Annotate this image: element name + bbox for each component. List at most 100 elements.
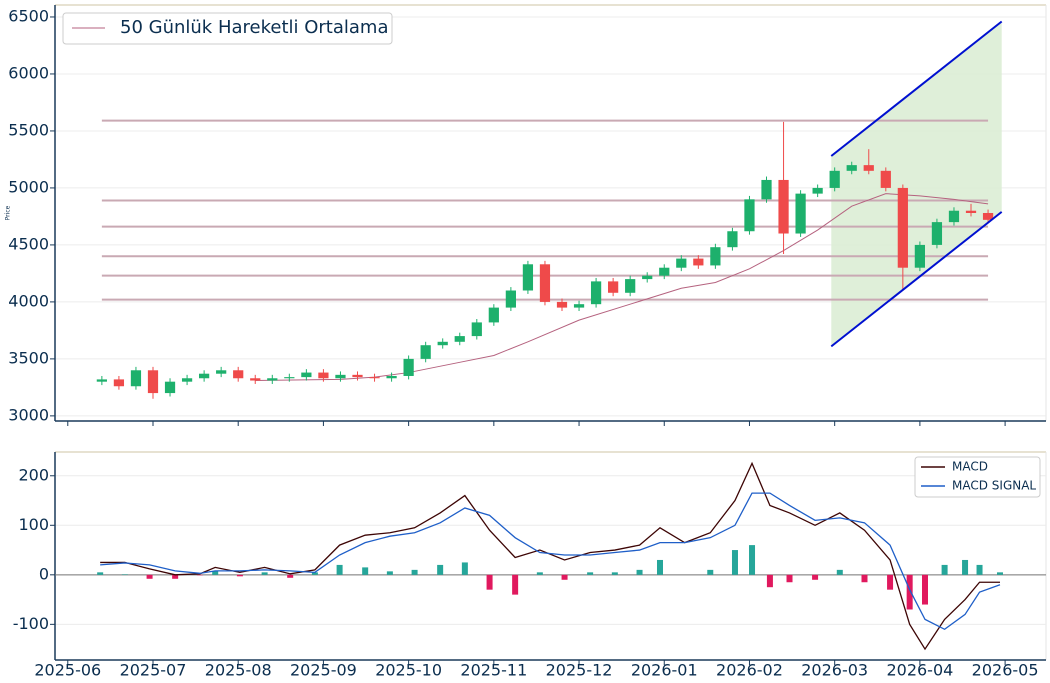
histogram-bar bbox=[561, 574, 568, 580]
candle-body bbox=[250, 378, 261, 381]
histogram-bar bbox=[437, 564, 444, 575]
y-tick-label: 200 bbox=[18, 465, 49, 484]
histogram-bar bbox=[786, 574, 793, 583]
histogram-bar bbox=[749, 545, 756, 575]
x-tick-label: 2025-06 bbox=[34, 661, 101, 680]
candle-body bbox=[539, 264, 551, 302]
candle-body bbox=[642, 275, 653, 280]
channel-lower-line bbox=[830, 211, 1003, 348]
y-tick-label: 100 bbox=[18, 515, 49, 534]
histogram-bar bbox=[906, 574, 913, 610]
histogram-bar bbox=[922, 574, 929, 605]
histogram-bar bbox=[212, 571, 219, 575]
histogram-bar bbox=[941, 564, 948, 575]
candle-body bbox=[471, 322, 482, 337]
candle-body bbox=[267, 378, 278, 381]
histogram-bar bbox=[836, 569, 843, 575]
x-tick-label: 2025-09 bbox=[290, 661, 357, 680]
candle-body bbox=[880, 170, 891, 188]
candle-body bbox=[369, 377, 380, 379]
x-tick-label: 2026-01 bbox=[631, 661, 698, 680]
histogram-bar bbox=[656, 559, 663, 575]
candle-body bbox=[403, 358, 414, 376]
candle-body bbox=[761, 179, 772, 200]
histogram-bar bbox=[707, 569, 714, 575]
histogram-bar bbox=[962, 559, 969, 575]
histogram-bar bbox=[512, 574, 519, 595]
y-tick-label: 0 bbox=[39, 564, 49, 583]
candle-body bbox=[505, 290, 516, 308]
candle-body bbox=[556, 301, 568, 308]
channel-upper-line bbox=[830, 20, 1003, 157]
candle-body bbox=[897, 187, 908, 268]
histogram-bar bbox=[261, 572, 268, 575]
candle-body bbox=[216, 370, 227, 374]
histogram-bar bbox=[587, 572, 594, 575]
candle-body bbox=[233, 370, 244, 379]
histogram-bar bbox=[336, 564, 343, 575]
y-tick-label: 6000 bbox=[8, 63, 49, 82]
legend-box bbox=[62, 12, 393, 45]
candle-body bbox=[693, 258, 704, 266]
candle-body bbox=[522, 264, 534, 291]
macd-line bbox=[100, 461, 1000, 651]
candle-body bbox=[199, 373, 210, 379]
candle-body bbox=[113, 379, 125, 387]
candle-body bbox=[352, 374, 363, 378]
histogram-bar bbox=[636, 569, 643, 575]
candle-body bbox=[335, 374, 346, 379]
x-tick-label: 2026-03 bbox=[801, 661, 868, 680]
channel-fill bbox=[831, 21, 1002, 347]
candle-body bbox=[437, 341, 448, 346]
x-tick-label: 2026-05 bbox=[972, 661, 1039, 680]
candle-body bbox=[488, 307, 499, 323]
candle-body bbox=[130, 370, 142, 387]
y-axis-label: Price bbox=[5, 205, 12, 220]
x-tick-label: 2025-07 bbox=[120, 661, 187, 680]
x-tick-label: 2025-08 bbox=[205, 661, 272, 680]
y-tick-label: 3500 bbox=[8, 348, 49, 367]
histogram-bar bbox=[172, 574, 179, 579]
candle-body bbox=[982, 213, 994, 220]
x-tick-label: 2025-12 bbox=[546, 661, 613, 680]
histogram-bar bbox=[146, 574, 153, 579]
x-tick-label: 2025-11 bbox=[460, 661, 527, 680]
histogram-bar bbox=[611, 572, 618, 575]
candle-body bbox=[454, 336, 465, 342]
histogram-bar bbox=[386, 571, 393, 575]
candle-body bbox=[301, 372, 312, 378]
candle-body bbox=[778, 179, 789, 234]
y-tick-label: 4000 bbox=[8, 291, 49, 310]
histogram-bar bbox=[731, 550, 738, 575]
candle-body bbox=[710, 247, 721, 266]
histogram-bar bbox=[461, 562, 468, 575]
candle-body bbox=[948, 210, 960, 223]
x-tick-label: 2026-02 bbox=[716, 661, 783, 680]
y-tick-label: 6500 bbox=[8, 6, 49, 25]
histogram-bar bbox=[996, 572, 1003, 575]
histogram-bar bbox=[97, 572, 104, 575]
candle-body bbox=[625, 279, 636, 293]
candle-body bbox=[676, 258, 687, 268]
histogram-bar bbox=[486, 574, 493, 590]
candle-body bbox=[829, 170, 840, 188]
candle-body bbox=[744, 199, 755, 232]
y-tick-label: 4500 bbox=[8, 234, 49, 253]
y-tick-label: 5000 bbox=[8, 177, 49, 196]
candle-body bbox=[812, 187, 823, 194]
histogram-bar bbox=[362, 567, 369, 575]
candle-body bbox=[284, 377, 295, 379]
legend-box bbox=[914, 456, 1041, 498]
candle-body bbox=[420, 345, 431, 359]
histogram-bar bbox=[766, 574, 773, 588]
candle-body bbox=[608, 281, 619, 293]
candle-body bbox=[96, 379, 107, 382]
x-tick-label: 2026-04 bbox=[886, 661, 953, 680]
macd-line bbox=[100, 492, 1001, 631]
histogram-bar bbox=[411, 569, 418, 575]
candle-body bbox=[573, 304, 585, 308]
legend-label: MACD SIGNAL bbox=[952, 479, 1036, 493]
candle-body bbox=[147, 370, 159, 394]
candle-body bbox=[965, 210, 977, 213]
